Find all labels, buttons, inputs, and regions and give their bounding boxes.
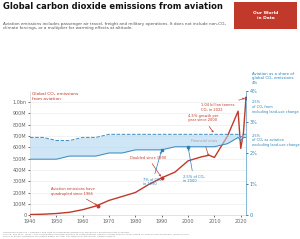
Text: 2.5%
of CO₂ from
including land-use change: 2.5% of CO₂ from including land-use chan… bbox=[252, 100, 298, 114]
Text: 2.5%
of CO₂ as aviation
excluding land-use change: 2.5% of CO₂ as aviation excluding land-u… bbox=[252, 134, 300, 147]
Text: 7% of CO₂
in 1990: 7% of CO₂ in 1990 bbox=[143, 152, 162, 186]
Text: 1.04 billion tonnes
CO₂ in 2022: 1.04 billion tonnes CO₂ in 2022 bbox=[201, 98, 244, 112]
Text: Our World
in Data: Our World in Data bbox=[253, 11, 278, 20]
Text: 4-5% growth per
year since 2000: 4-5% growth per year since 2000 bbox=[188, 114, 218, 132]
Text: Aviation as a share of
global CO₂ emissions
4%: Aviation as a share of global CO₂ emissi… bbox=[252, 72, 294, 85]
Text: Aviation emissions have
quadrupled since 1966: Aviation emissions have quadrupled since… bbox=[51, 187, 97, 205]
Text: Financial crisis: Financial crisis bbox=[191, 139, 217, 155]
Text: 2.5% of CO₂
in 2000: 2.5% of CO₂ in 2000 bbox=[183, 149, 205, 183]
Text: OurWorldInData.org • Research and data to summarize progress of the world's most: OurWorldInData.org • Research and data t… bbox=[3, 232, 190, 237]
Text: Global carbon dioxide emissions from aviation: Global carbon dioxide emissions from avi… bbox=[3, 2, 223, 11]
Text: Doubled since 1990: Doubled since 1990 bbox=[130, 156, 166, 176]
Text: Aviation emissions includes passenger air travel, freight and military operation: Aviation emissions includes passenger ai… bbox=[3, 22, 226, 30]
Text: Global CO₂ emissions
from aviation: Global CO₂ emissions from aviation bbox=[32, 92, 78, 101]
